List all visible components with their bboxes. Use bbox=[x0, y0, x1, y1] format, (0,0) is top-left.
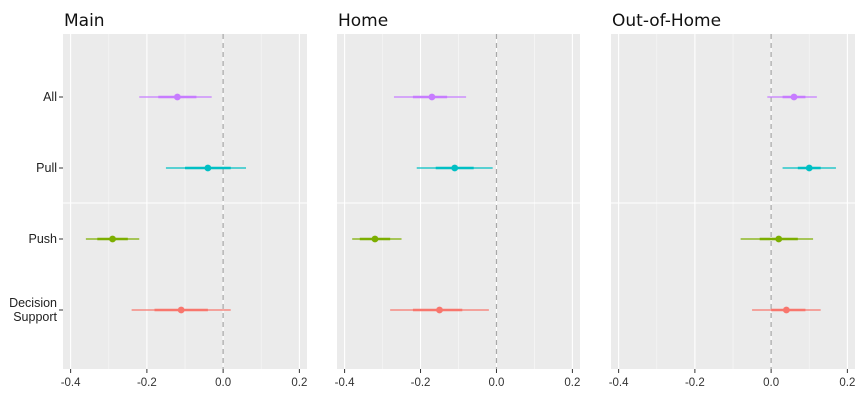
point-estimate bbox=[428, 93, 436, 101]
x-tick-label: -0.4 bbox=[335, 377, 355, 389]
panel-0: Main -0.4 -0.2 0.0 0.2 bbox=[61, 11, 308, 389]
panel-title: Out-of-Home bbox=[612, 11, 721, 31]
x-tick-label: -0.2 bbox=[411, 377, 431, 389]
y-category-label: Support bbox=[13, 310, 57, 324]
y-category-label: Pull bbox=[36, 161, 57, 175]
point-estimate bbox=[782, 306, 790, 314]
point-estimate bbox=[173, 93, 181, 101]
point-estimate bbox=[436, 306, 443, 314]
x-tick-label: 0.2 bbox=[839, 377, 855, 389]
x-tick-label: -0.2 bbox=[685, 377, 705, 389]
estimate-all bbox=[393, 93, 467, 101]
y-category-label: All bbox=[43, 90, 57, 104]
y-category-label: Push bbox=[29, 232, 58, 246]
estimate-ds bbox=[390, 306, 489, 314]
point-estimate bbox=[109, 235, 116, 243]
point-estimate bbox=[177, 306, 185, 314]
estimate-push bbox=[85, 235, 140, 243]
point-estimate bbox=[790, 93, 798, 101]
estimate-all bbox=[767, 93, 817, 101]
panel-title: Home bbox=[338, 11, 388, 31]
x-tick-label: 0.2 bbox=[564, 377, 580, 389]
y-category-label: Decision bbox=[9, 296, 57, 310]
estimate-pull bbox=[416, 164, 493, 172]
x-tick-label: 0.2 bbox=[291, 377, 307, 389]
x-tick-label: 0.0 bbox=[488, 377, 504, 389]
x-tick-label: -0.2 bbox=[137, 377, 157, 389]
estimate-push bbox=[740, 235, 814, 243]
point-estimate bbox=[204, 164, 212, 172]
panel-title: Main bbox=[64, 11, 105, 31]
estimate-ds bbox=[131, 306, 231, 314]
point-estimate bbox=[451, 164, 459, 172]
estimate-ds bbox=[752, 306, 821, 314]
estimate-push bbox=[352, 235, 402, 243]
x-tick-label: -0.4 bbox=[609, 377, 629, 389]
x-tick-label: -0.4 bbox=[61, 377, 81, 389]
panel-1: Home -0.4 -0.2 0.0 0.2 bbox=[335, 11, 581, 389]
estimate-all bbox=[139, 93, 212, 101]
x-tick-label: 0.0 bbox=[215, 377, 231, 389]
point-estimate bbox=[775, 235, 783, 243]
estimate-pull bbox=[165, 164, 246, 172]
panel-2: Out-of-Home -0.4 -0.2 0.0 0.2 bbox=[609, 11, 855, 389]
point-estimate bbox=[371, 235, 379, 243]
point-estimate bbox=[805, 164, 813, 172]
x-tick-label: 0.0 bbox=[763, 377, 779, 389]
estimate-pull bbox=[782, 164, 836, 172]
